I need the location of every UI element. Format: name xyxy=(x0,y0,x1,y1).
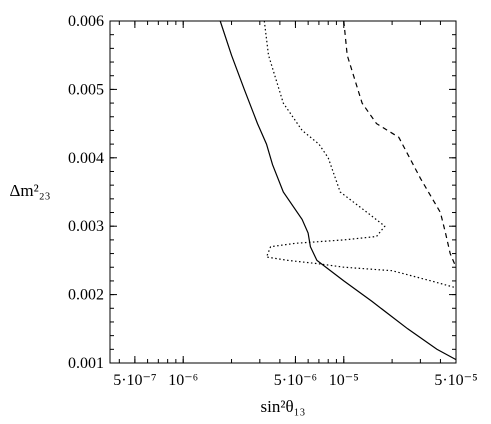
y-axis-label: Δm²₂₃ xyxy=(9,181,50,200)
x-axis-label: sin²θ₁₃ xyxy=(261,397,306,416)
y-tick-label: 0.004 xyxy=(68,150,104,167)
ticks-group xyxy=(110,20,457,364)
x-tick-label: 5·10⁻⁵ xyxy=(434,372,477,389)
y-tick-label: 0.003 xyxy=(68,218,104,235)
y-tick-label: 0.002 xyxy=(68,287,104,304)
series-line-dashed xyxy=(343,20,457,268)
series-line-solid xyxy=(219,20,457,361)
y-tick-label: 0.001 xyxy=(68,355,104,372)
x-tick-label: 10⁻⁶ xyxy=(168,372,198,389)
x-tick-label: 5·10⁻⁷ xyxy=(113,372,156,389)
tick-labels-group: 5·10⁻⁷ 10⁻⁶ 5·10⁻⁶ 10⁻⁵ 5·10⁻⁵ 0.001 0.002 0.00… xyxy=(68,13,478,389)
plot-frame xyxy=(109,20,457,364)
series-group xyxy=(219,20,457,361)
y-tick-label: 0.006 xyxy=(68,13,104,30)
x-tick-label: 10⁻⁵ xyxy=(329,372,359,389)
y-tick-label: 0.005 xyxy=(68,81,104,98)
x-tick-label: 5·10⁻⁶ xyxy=(274,372,317,389)
series-line-dotted xyxy=(263,20,457,289)
